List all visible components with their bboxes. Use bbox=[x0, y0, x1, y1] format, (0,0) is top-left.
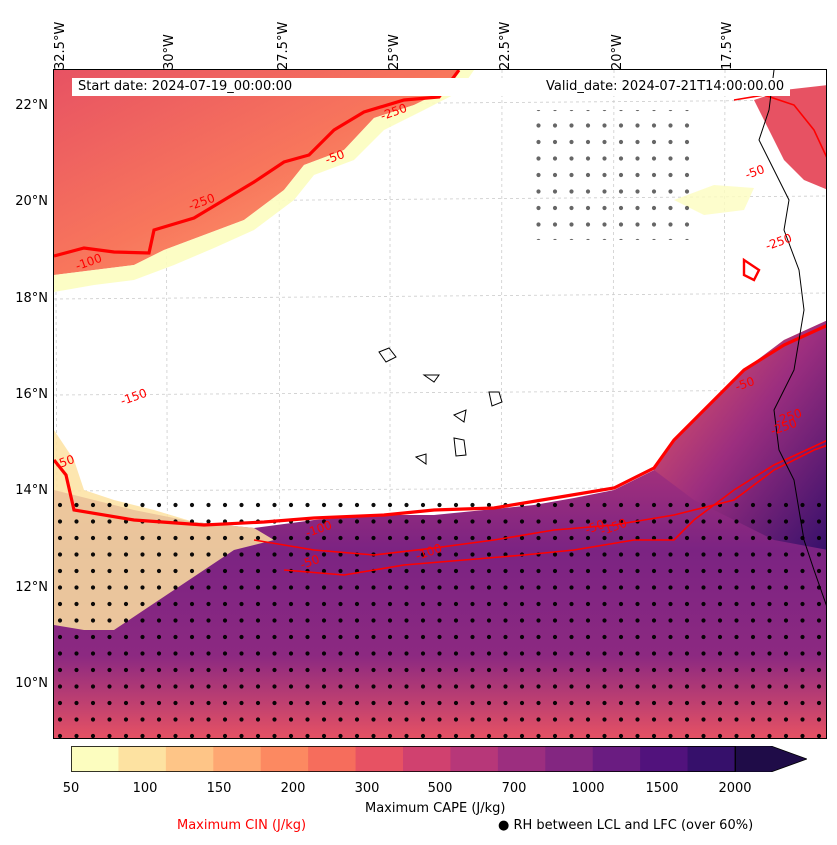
colorbar-swatch bbox=[118, 746, 167, 772]
lat-label: 12°N bbox=[15, 580, 48, 595]
colorbar-tick: 50 bbox=[62, 781, 80, 796]
lon-label: 30°W bbox=[162, 34, 177, 70]
lon-label: 17.5°W bbox=[720, 21, 735, 70]
colorbar-swatch bbox=[308, 746, 357, 772]
rh-hatch-south bbox=[54, 500, 826, 738]
colorbar-tick: 2000 bbox=[718, 781, 752, 796]
colorbar-swatch bbox=[165, 746, 214, 772]
colorbar-swatch bbox=[71, 746, 119, 772]
rh-dot-icon: ● bbox=[498, 818, 510, 833]
cape-region-east bbox=[654, 320, 826, 550]
colorbar-tick: 100 bbox=[132, 781, 158, 796]
colorbar-tick: 300 bbox=[354, 781, 380, 796]
rh-legend: ● RH between LCL and LFC (over 60%) bbox=[498, 818, 753, 833]
valid-date-label: Valid_date: 2024-07-21T14:00:00.00 bbox=[540, 78, 791, 96]
start-date-label: Start date: 2024-07-19_00:00:00 bbox=[72, 78, 538, 96]
colorbar-swatch bbox=[260, 746, 309, 772]
lon-label: 25°W bbox=[387, 34, 402, 70]
rh-legend-label: RH between LCL and LFC (over 60%) bbox=[513, 818, 754, 833]
lat-label: 20°N bbox=[15, 194, 48, 209]
lon-label: 32.5°W bbox=[53, 21, 68, 70]
rh-hatch-north bbox=[534, 110, 694, 240]
colorbar-tick: 700 bbox=[501, 781, 527, 796]
colorbar-extend-arrow bbox=[734, 746, 807, 772]
colorbar-swatch bbox=[355, 746, 404, 772]
cape-verde-islands bbox=[378, 347, 503, 465]
lat-label: 10°N bbox=[15, 676, 48, 691]
colorbar-swatch bbox=[213, 746, 262, 772]
lat-label: 16°N bbox=[15, 387, 48, 402]
lon-label: 20°W bbox=[610, 34, 625, 70]
cin-contours bbox=[54, 70, 826, 576]
colorbar-swatch bbox=[450, 746, 499, 772]
colorbar-tick: 1500 bbox=[645, 781, 679, 796]
colorbar-tick: 1000 bbox=[571, 781, 605, 796]
colorbar-tick: 150 bbox=[206, 781, 232, 796]
cape-region-northwest bbox=[54, 70, 459, 275]
colorbar-swatch bbox=[545, 746, 594, 772]
lat-label: 22°N bbox=[15, 98, 48, 113]
lon-label: 22.5°W bbox=[498, 21, 513, 70]
lat-label: 14°N bbox=[15, 483, 48, 498]
colorbar-swatch bbox=[403, 746, 451, 772]
map-canvas bbox=[54, 70, 826, 738]
colorbar-swatch bbox=[687, 746, 736, 772]
cin-legend-label: Maximum CIN (J/kg) bbox=[177, 818, 307, 833]
lat-label: 18°N bbox=[15, 291, 48, 306]
colorbar-tick: 500 bbox=[427, 781, 453, 796]
cape-colorbar bbox=[71, 746, 807, 772]
cape-region-northeast bbox=[754, 85, 826, 190]
colorbar-swatch bbox=[640, 746, 689, 772]
colorbar-swatch bbox=[497, 746, 546, 772]
lon-label: 27.5°W bbox=[276, 21, 291, 70]
coastline bbox=[378, 70, 826, 606]
cape-fringe-northwest bbox=[54, 70, 474, 292]
colorbar-tick: 200 bbox=[280, 781, 306, 796]
colorbar-label: Maximum CAPE (J/kg) bbox=[365, 801, 506, 816]
colorbar-swatch bbox=[592, 746, 641, 772]
map-panel: Start date: 2024-07-19_00:00:00 Valid_da… bbox=[53, 69, 827, 739]
